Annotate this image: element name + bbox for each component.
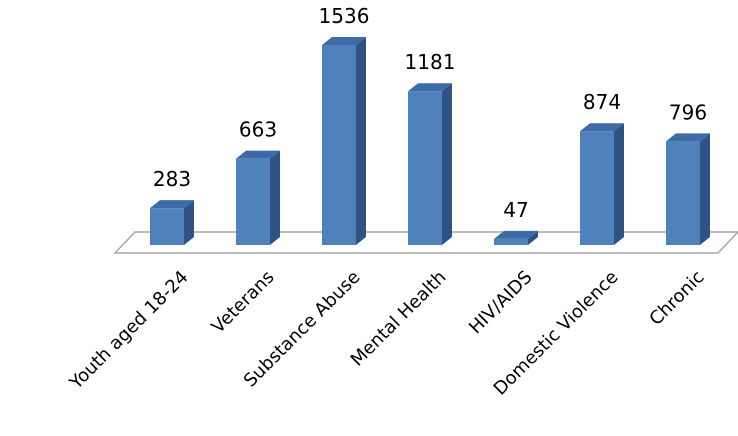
bar-top-face	[236, 150, 280, 159]
data-label-mental-health: 1181	[405, 50, 456, 74]
bar-front-face	[494, 238, 528, 245]
bar-front-face	[236, 158, 270, 245]
data-label-veterans: 663	[239, 118, 277, 142]
bar-side-face	[528, 230, 538, 245]
data-label-hiv-aids: 47	[503, 198, 528, 222]
bar-domestic-violence	[580, 123, 624, 245]
data-labels-group: 283 663 1536 1181 47 874 796	[153, 4, 707, 222]
bar-top-face	[666, 133, 710, 142]
bar-front-face	[666, 141, 700, 245]
bar-top-face	[580, 123, 624, 132]
data-label-youth-aged-18-24: 283	[153, 167, 191, 191]
bar-substance-abuse	[322, 37, 366, 245]
bars-group	[150, 37, 710, 245]
category-label-veterans: Veterans	[208, 267, 279, 338]
data-label-domestic-violence: 874	[583, 90, 621, 114]
bar-side-face	[270, 150, 280, 245]
bar-front-face	[408, 91, 442, 245]
category-label-youth-aged-18-24: Youth aged 18-24	[65, 267, 192, 394]
bar-front-face	[150, 208, 184, 245]
bar-hiv-aids	[494, 230, 538, 245]
bar-side-face	[614, 123, 624, 245]
bar-side-face	[356, 37, 366, 245]
bar-mental-health	[408, 83, 452, 245]
bar-top-face	[322, 37, 366, 45]
bar-top-face	[408, 83, 452, 92]
bar-side-face	[184, 200, 194, 245]
data-label-chronic: 796	[669, 100, 707, 124]
bar-chronic	[666, 133, 710, 245]
bar-side-face	[442, 83, 452, 245]
bar-front-face	[322, 45, 356, 245]
bar-youth-aged-18-24	[150, 200, 194, 245]
data-label-substance-abuse: 1536	[319, 4, 370, 28]
bar-side-face	[700, 133, 710, 245]
bar-veterans	[236, 150, 280, 245]
bar-front-face	[580, 131, 614, 245]
bar-top-face	[494, 230, 538, 239]
category-label-hiv-aids: HIV/AIDS	[465, 267, 537, 339]
category-label-chronic: Chronic	[645, 267, 708, 330]
bar-top-face	[150, 200, 194, 209]
